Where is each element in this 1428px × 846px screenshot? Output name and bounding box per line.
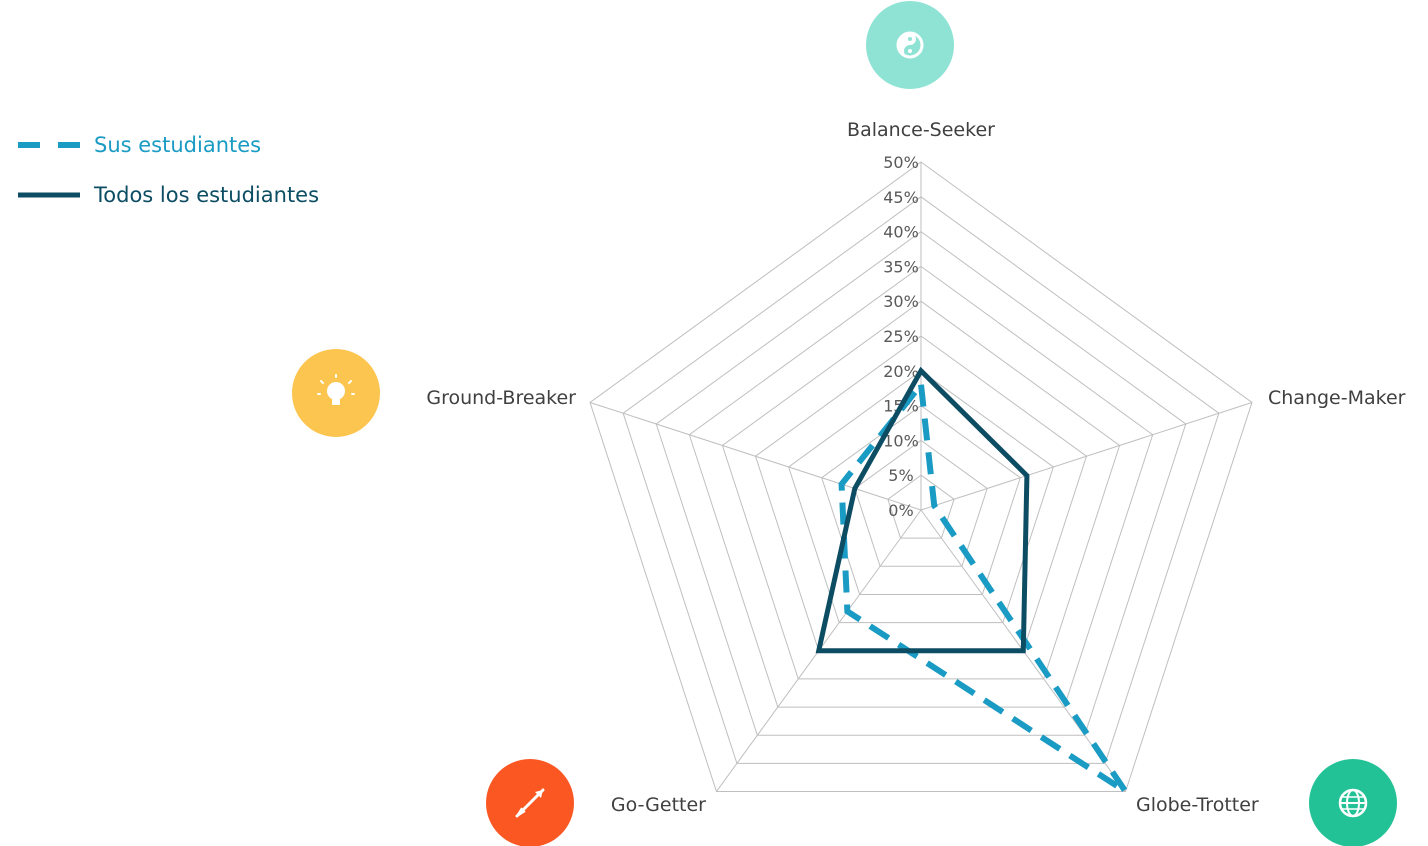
category-label: Go-Getter xyxy=(611,794,706,816)
legend-swatch-dashed xyxy=(18,142,80,148)
tick-label: 10% xyxy=(883,431,919,450)
radar-grid xyxy=(589,161,1253,793)
tick-label: 30% xyxy=(883,292,919,311)
grid-ring xyxy=(854,439,988,567)
grid-ring xyxy=(688,265,1154,708)
radar-series xyxy=(815,366,1129,795)
grid-ring xyxy=(589,161,1253,793)
tick-label: 5% xyxy=(888,466,913,485)
category-label: Balance-Seeker xyxy=(847,119,995,141)
legend-label-todos-estudiantes: Todos los estudiantes xyxy=(94,183,320,207)
tick-label: 35% xyxy=(883,257,919,276)
tick-label: 50% xyxy=(883,153,919,172)
series-line-2 xyxy=(815,366,1030,654)
category-label: Change-Maker xyxy=(1268,387,1406,409)
grid-ring xyxy=(821,404,1021,595)
tick-label: 25% xyxy=(883,327,919,346)
grid-ring xyxy=(788,370,1054,624)
legend-label-sus-estudiantes: Sus estudiantes xyxy=(94,133,262,157)
grid-spoke xyxy=(920,401,1253,511)
lightbulb-icon xyxy=(292,349,380,437)
category-label: Globe-Trotter xyxy=(1136,794,1259,816)
grid-spoke xyxy=(589,401,922,511)
legend-swatch-solid xyxy=(18,192,80,198)
tick-label: 45% xyxy=(883,188,919,207)
legend-item-sus-estudiantes: Sus estudiantes xyxy=(18,120,319,170)
series-line-1 xyxy=(838,377,1129,795)
radar-tick-labels: 0%5%10%15%20%25%30%35%40%45%50% xyxy=(883,153,919,520)
radar-category-labels: Balance-Seeker Change-Maker Globe-Trotter G… xyxy=(426,119,1405,816)
globe-icon xyxy=(1309,759,1397,846)
grid-ring xyxy=(655,230,1187,736)
category-label: Ground-Breaker xyxy=(426,387,576,409)
grid-ring xyxy=(622,196,1220,764)
yin-yang-icon xyxy=(866,1,954,89)
grid-ring xyxy=(887,474,955,539)
arrow-icon xyxy=(486,759,574,846)
legend: Sus estudiantes Todos los estudiantes xyxy=(18,120,319,220)
tick-label: 0% xyxy=(888,501,913,520)
grid-ring xyxy=(721,300,1121,680)
tick-label: 40% xyxy=(883,223,919,242)
tick-label: 20% xyxy=(883,362,919,381)
legend-item-todos-estudiantes: Todos los estudiantes xyxy=(18,170,319,220)
